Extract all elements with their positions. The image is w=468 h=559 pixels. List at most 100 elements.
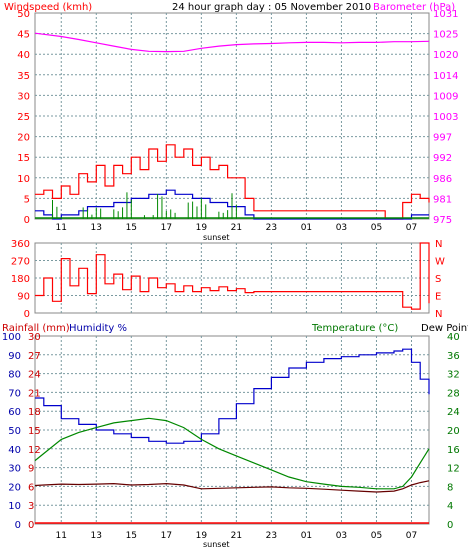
hum-tick-2: 20 — [8, 482, 21, 493]
graph-title: 24 hour graph day : 05 November 2010 — [172, 2, 371, 13]
temp-tick-3: 12 — [447, 464, 460, 475]
wind-tick-10: 50 — [17, 9, 30, 20]
rain-tick-8: 24 — [28, 370, 41, 381]
wind-xtick-9: 05 — [371, 223, 382, 233]
hum-tick-0: 0 — [15, 520, 21, 531]
wind-tick-2: 10 — [17, 174, 30, 185]
baro-tick-10: 1031 — [433, 9, 458, 20]
hum-tick-6: 60 — [8, 407, 21, 418]
hum-xtick-7: 01 — [301, 531, 312, 541]
baro-tick-6: 1009 — [433, 91, 458, 102]
rain-tick-5: 15 — [28, 426, 41, 437]
sunset-note-top: sunset — [203, 233, 230, 242]
rain-tick-4: 12 — [28, 445, 41, 456]
sunset-note-bottom: sunset — [203, 540, 230, 549]
wind-xtick-10: 07 — [406, 223, 417, 233]
rain-tick-7: 21 — [28, 388, 41, 399]
dir-compass-3: E — [435, 292, 441, 303]
hum-xtick-2: 15 — [126, 531, 137, 541]
rain-tick-6: 18 — [28, 407, 41, 418]
rain-tick-1: 3 — [28, 501, 34, 512]
hum-series-1 — [34, 417, 430, 490]
wind-tick-1: 5 — [24, 194, 30, 205]
temp-tick-2: 8 — [447, 482, 453, 493]
rain-tick-0: 0 — [28, 520, 34, 531]
wind-tick-7: 35 — [17, 71, 30, 82]
dir-tick-2: 180 — [11, 274, 30, 285]
baro-tick-4: 997 — [433, 133, 452, 144]
wind-xtick-3: 17 — [161, 223, 172, 233]
wind-xtick-6: 23 — [266, 223, 277, 233]
wind-xtick-1: 13 — [91, 223, 102, 233]
tick-layer: 0510152025303540455097598198699299710031… — [2, 9, 460, 541]
wind-tick-0: 0 — [24, 215, 30, 226]
hum-xtick-5: 21 — [231, 531, 242, 541]
temp-tick-0: 0 — [447, 520, 453, 531]
dir-compass-0: N — [435, 239, 442, 250]
hum-tick-10: 100 — [2, 332, 21, 343]
wind-xtick-2: 15 — [126, 223, 137, 233]
hum-xtick-1: 13 — [91, 531, 102, 541]
dir-tick-0: 0 — [24, 309, 30, 320]
dir-tick-4: 360 — [11, 239, 30, 250]
hum-xtick-9: 05 — [371, 531, 382, 541]
hum-tick-9: 90 — [8, 351, 21, 362]
rain-tick-9: 27 — [28, 351, 41, 362]
wind-tick-6: 30 — [17, 91, 30, 102]
wind-tick-9: 45 — [17, 30, 30, 41]
hum-xtick-0: 11 — [56, 531, 67, 541]
hum-tick-3: 30 — [8, 464, 21, 475]
humidity-axis-title: Humidity % — [69, 323, 127, 334]
baro-tick-2: 986 — [433, 174, 452, 185]
hum-series-2 — [34, 480, 430, 493]
wind-xtick-7: 01 — [301, 223, 312, 233]
dir-series-0 — [35, 242, 430, 310]
dir-tick-3: 270 — [11, 257, 30, 268]
baro-tick-8: 1020 — [433, 50, 458, 61]
hum-xtick-4: 19 — [196, 531, 208, 541]
hum-xtick-8: 03 — [336, 531, 347, 541]
dewpoint-axis-title: Dew Point — [421, 323, 468, 334]
baro-tick-7: 1014 — [433, 71, 458, 82]
baro-tick-1: 981 — [433, 194, 452, 205]
hum-tick-1: 10 — [8, 501, 21, 512]
temp-tick-9: 36 — [447, 351, 460, 362]
temp-tick-10: 40 — [447, 332, 460, 343]
temp-tick-4: 16 — [447, 445, 460, 456]
wind-tick-4: 20 — [17, 133, 30, 144]
hum-xtick-3: 17 — [161, 531, 172, 541]
wind-series-2 — [35, 189, 429, 220]
hum-xtick-6: 23 — [266, 531, 277, 541]
wind-xtick-4: 19 — [196, 223, 208, 233]
baro-tick-9: 1025 — [433, 30, 458, 41]
wind-series-0 — [34, 32, 430, 53]
temp-tick-7: 28 — [447, 388, 460, 399]
dir-compass-2: S — [435, 274, 441, 285]
dir-compass-1: W — [435, 257, 445, 268]
rain-tick-2: 6 — [28, 482, 34, 493]
temp-tick-1: 4 — [447, 501, 453, 512]
rain-tick-3: 9 — [28, 464, 34, 475]
baro-tick-0: 975 — [433, 215, 452, 226]
rain-tick-10: 30 — [28, 332, 41, 343]
hum-tick-4: 40 — [8, 445, 21, 456]
hum-tick-8: 80 — [8, 370, 21, 381]
baro-tick-3: 992 — [433, 153, 452, 164]
rainfall-axis-title: Rainfall (mm) — [2, 323, 70, 334]
grid-layer — [35, 13, 429, 524]
wind-series-1 — [35, 144, 430, 220]
dir-compass-4: N — [435, 309, 442, 320]
hum-xtick-10: 07 — [406, 531, 417, 541]
baro-tick-5: 1003 — [433, 112, 458, 123]
temperature-axis-title: Temperature (°C) — [311, 323, 398, 334]
wind-xtick-0: 11 — [56, 223, 67, 233]
windspeed-axis-title: Windspeed (kmh) — [4, 2, 92, 13]
hum-series-0 — [35, 348, 430, 444]
wind-tick-8: 40 — [17, 50, 30, 61]
wind-xtick-8: 03 — [336, 223, 347, 233]
hum-tick-7: 70 — [8, 388, 21, 399]
temp-tick-8: 32 — [447, 370, 460, 381]
hum-tick-5: 50 — [8, 426, 21, 437]
wind-xtick-5: 21 — [231, 223, 242, 233]
